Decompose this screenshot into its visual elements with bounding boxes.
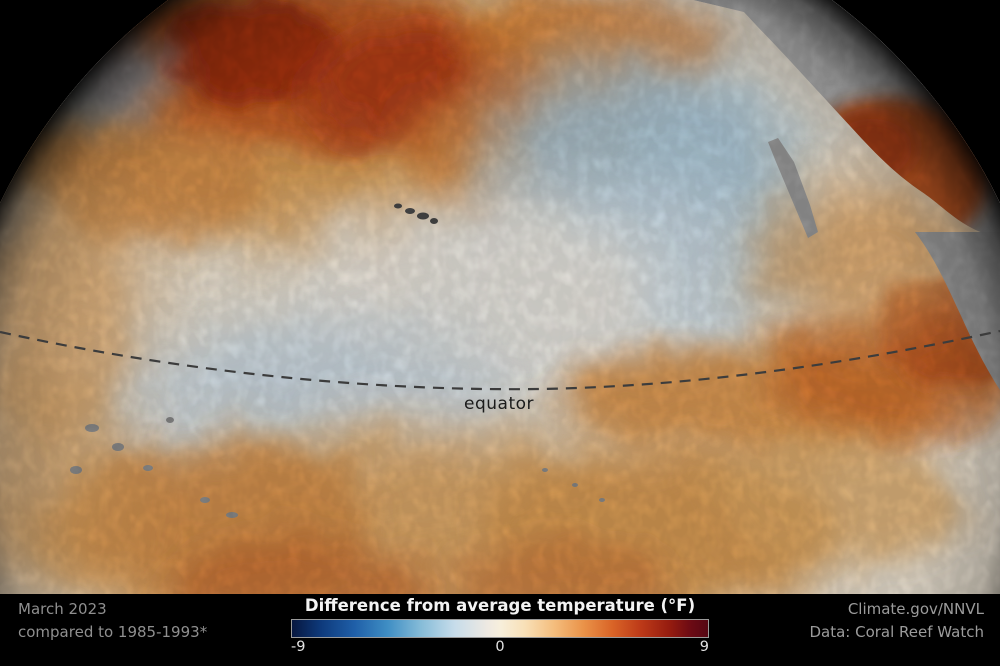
baseline-label: compared to 1985-1993* [18, 623, 208, 641]
date-block: March 2023 compared to 1985-1993* [18, 598, 207, 644]
colorbar-scale: -9 0 9 [291, 639, 709, 659]
legend-title: Difference from average temperature (°F) [304, 596, 696, 615]
colorbar [291, 619, 709, 638]
equator-label: equator [464, 394, 534, 414]
credit-site: Climate.gov/NNVL [847, 600, 984, 618]
colorbar-max-label: 9 [699, 639, 709, 655]
color-legend: Difference from average temperature (°F)… [291, 594, 709, 659]
footer-bar: March 2023 compared to 1985-1993* Differ… [0, 594, 1000, 666]
equator-line [0, 329, 1000, 391]
credit-block: Climate.gov/NNVL Data: Coral Reef Watch [809, 598, 984, 644]
credit-data: Data: Coral Reef Watch [809, 623, 984, 641]
colorbar-min-label: -9 [291, 639, 306, 655]
date-label: March 2023 [18, 600, 107, 618]
colorbar-mid-label: 0 [495, 639, 505, 655]
